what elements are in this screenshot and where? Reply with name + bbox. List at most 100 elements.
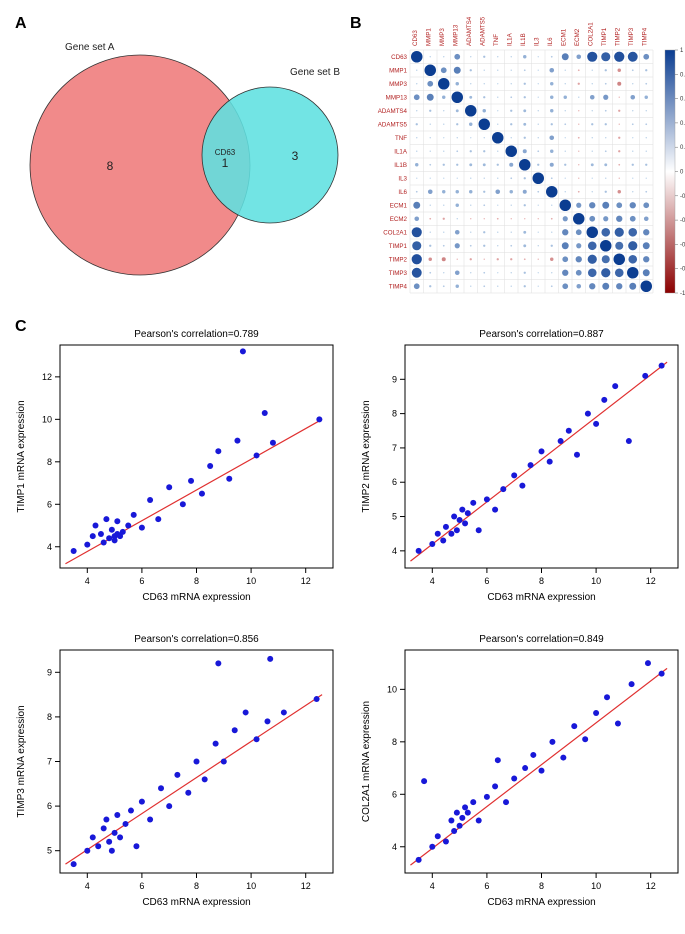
svg-text:8: 8: [47, 457, 52, 467]
svg-text:ECM1: ECM1: [560, 28, 567, 46]
svg-text:Pearson's correlation=0.887: Pearson's correlation=0.887: [479, 329, 604, 340]
svg-text:10: 10: [246, 576, 256, 586]
svg-text:4: 4: [392, 842, 397, 852]
svg-text:MMP13: MMP13: [452, 24, 459, 46]
svg-text:8: 8: [107, 159, 114, 173]
svg-text:10: 10: [387, 684, 397, 694]
svg-text:TIMP1: TIMP1: [601, 27, 608, 46]
svg-text:8: 8: [194, 881, 199, 891]
svg-text:12: 12: [646, 576, 656, 586]
svg-text:TIMP1: TIMP1: [389, 243, 408, 250]
svg-text:12: 12: [646, 881, 656, 891]
panel-c-scatter-grid: C Pearson's correlation=0.78946810124681…: [10, 320, 685, 920]
svg-text:4: 4: [85, 576, 90, 586]
svg-text:ADAMTS4: ADAMTS4: [378, 108, 408, 115]
svg-text:6: 6: [47, 499, 52, 509]
svg-text:6: 6: [139, 576, 144, 586]
svg-text:6: 6: [484, 881, 489, 891]
svg-text:IL6: IL6: [398, 189, 407, 196]
svg-text:0.8: 0.8: [680, 72, 685, 78]
svg-text:Pearson's correlation=0.789: Pearson's correlation=0.789: [134, 329, 259, 340]
panel-b-label: B: [350, 15, 362, 33]
svg-text:CD63: CD63: [391, 54, 407, 61]
svg-text:ADAMTS4: ADAMTS4: [466, 16, 473, 46]
svg-text:Gene set B: Gene set B: [290, 67, 340, 78]
svg-text:COL2A1 mRNA expression: COL2A1 mRNA expression: [361, 701, 372, 822]
svg-text:COL2A1: COL2A1: [383, 229, 407, 236]
svg-text:5: 5: [47, 846, 52, 856]
svg-text:8: 8: [392, 737, 397, 747]
scatter-0: Pearson's correlation=0.789 4 6 8 10 12 4 6 8 10 1…: [10, 320, 345, 615]
svg-text:IL6: IL6: [547, 37, 554, 46]
svg-text:6: 6: [392, 477, 397, 487]
svg-text:CD63 mRNA expression: CD63 mRNA expression: [142, 592, 250, 603]
svg-text:TIMP3 mRNA expression: TIMP3 mRNA expression: [16, 705, 27, 817]
svg-text:7: 7: [392, 443, 397, 453]
svg-text:6: 6: [484, 576, 489, 586]
svg-text:-0.8: -0.8: [680, 267, 685, 273]
svg-text:IL1B: IL1B: [520, 33, 527, 46]
svg-text:TNF: TNF: [395, 135, 407, 142]
svg-text:-1: -1: [680, 291, 685, 297]
svg-text:4: 4: [430, 576, 435, 586]
svg-text:TNF: TNF: [493, 34, 500, 46]
svg-text:8: 8: [47, 712, 52, 722]
svg-text:8: 8: [194, 576, 199, 586]
svg-text:TIMP3: TIMP3: [389, 270, 408, 277]
svg-text:1: 1: [680, 48, 684, 54]
svg-text:9: 9: [392, 374, 397, 384]
svg-text:Pearson's correlation=0.849: Pearson's correlation=0.849: [479, 634, 604, 645]
svg-text:10: 10: [591, 881, 601, 891]
svg-text:8: 8: [392, 409, 397, 419]
svg-text:-0.6: -0.6: [680, 242, 685, 248]
svg-text:TIMP2 mRNA expression: TIMP2 mRNA expression: [361, 400, 372, 512]
svg-text:MMP13: MMP13: [386, 94, 408, 101]
svg-text:CD63 mRNA expression: CD63 mRNA expression: [142, 897, 250, 908]
panel-a-venn: A Gene set AGene set B83CD631: [10, 10, 350, 310]
svg-text:Pearson's correlation=0.856: Pearson's correlation=0.856: [134, 634, 259, 645]
svg-text:6: 6: [47, 801, 52, 811]
svg-text:Gene set A: Gene set A: [65, 42, 115, 53]
svg-text:6: 6: [392, 789, 397, 799]
svg-text:MMP3: MMP3: [439, 28, 446, 46]
svg-text:TIMP1 mRNA expression: TIMP1 mRNA expression: [16, 400, 27, 512]
corr-svg: CD63 MMP1 MMP3 MMP13 ADAMTS4 ADAMTS5 TNF IL1A IL…: [360, 10, 685, 310]
scatter-1: Pearson's correlation=0.8874681012456789…: [355, 320, 685, 615]
svg-text:TIMP4: TIMP4: [641, 27, 648, 46]
svg-text:12: 12: [301, 576, 311, 586]
svg-text:ADAMTS5: ADAMTS5: [479, 16, 486, 46]
svg-text:TIMP3: TIMP3: [628, 27, 635, 46]
svg-text:ADAMTS5: ADAMTS5: [378, 121, 408, 128]
svg-text:0.6: 0.6: [680, 97, 685, 103]
svg-text:IL1B: IL1B: [394, 162, 407, 169]
svg-text:CD63 mRNA expression: CD63 mRNA expression: [487, 897, 595, 908]
svg-text:0: 0: [680, 170, 684, 176]
scatter-3: Pearson's correlation=0.849 4 6 8 10 12 4 6 8 10 C…: [355, 625, 685, 920]
svg-text:12: 12: [301, 881, 311, 891]
svg-text:ECM1: ECM1: [390, 202, 408, 209]
svg-text:MMP1: MMP1: [389, 67, 407, 74]
svg-text:10: 10: [246, 881, 256, 891]
svg-text:10: 10: [42, 414, 52, 424]
svg-text:3: 3: [292, 149, 299, 163]
svg-text:IL1A: IL1A: [506, 32, 513, 46]
svg-text:8: 8: [539, 881, 544, 891]
svg-text:-0.2: -0.2: [680, 194, 685, 200]
svg-text:CD63 mRNA expression: CD63 mRNA expression: [487, 592, 595, 603]
scatter-2: Pearson's correlation=0.856468101256789C…: [10, 625, 345, 920]
svg-text:12: 12: [42, 372, 52, 382]
svg-text:4: 4: [85, 881, 90, 891]
svg-text:7: 7: [47, 757, 52, 767]
svg-text:10: 10: [591, 576, 601, 586]
panel-b-corr: B CD63MMP1MMP3MMP13ADAMTS4ADAMTS5TNFIL1A…: [360, 10, 685, 310]
svg-text:TIMP2: TIMP2: [389, 256, 408, 263]
svg-text:0.2: 0.2: [680, 145, 685, 151]
svg-text:MMP1: MMP1: [425, 28, 432, 46]
svg-text:4: 4: [430, 881, 435, 891]
svg-text:4: 4: [47, 542, 52, 552]
svg-text:TIMP2: TIMP2: [614, 27, 621, 46]
svg-text:IL1A: IL1A: [394, 148, 408, 155]
svg-text:CD63: CD63: [412, 30, 419, 46]
svg-text:8: 8: [539, 576, 544, 586]
svg-text:MMP3: MMP3: [389, 81, 407, 88]
